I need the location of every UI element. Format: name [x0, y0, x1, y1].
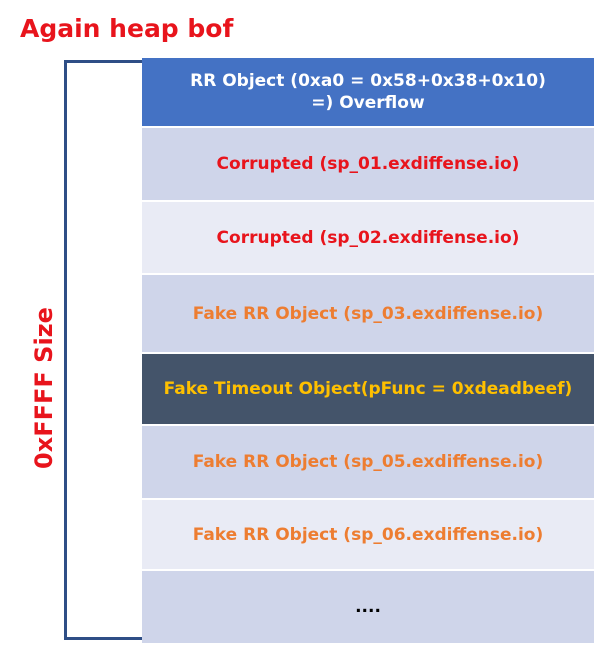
corrupted-row-1: Corrupted (sp_01.exdiffense.io)	[142, 128, 594, 202]
fake-rr-object-row-3: Fake RR Object (sp_03.exdiffense.io)	[142, 275, 594, 354]
fake-timeout-object-row: Fake Timeout Object(pFunc = 0xdeadbeef)	[142, 354, 594, 426]
corrupted-row-2: Corrupted (sp_02.exdiffense.io)	[142, 202, 594, 275]
size-bracket	[64, 60, 142, 640]
fake-rr-object-row-6: Fake RR Object (sp_06.exdiffense.io)	[142, 500, 594, 571]
fake-rr-object-row-5: Fake RR Object (sp_05.exdiffense.io)	[142, 426, 594, 500]
rr-object-line1: RR Object (0xa0 = 0x58+0x38+0x10)	[190, 71, 546, 91]
rr-object-line2: =) Overflow	[311, 93, 425, 113]
size-label: 0xFFFF Size	[30, 307, 58, 469]
heap-stack: RR Object (0xa0 = 0x58+0x38+0x10) =) Ove…	[142, 58, 594, 643]
ellipsis-row: ....	[142, 571, 594, 643]
diagram-title: Again heap bof	[20, 14, 234, 43]
rr-object-row: RR Object (0xa0 = 0x58+0x38+0x10) =) Ove…	[142, 58, 594, 128]
